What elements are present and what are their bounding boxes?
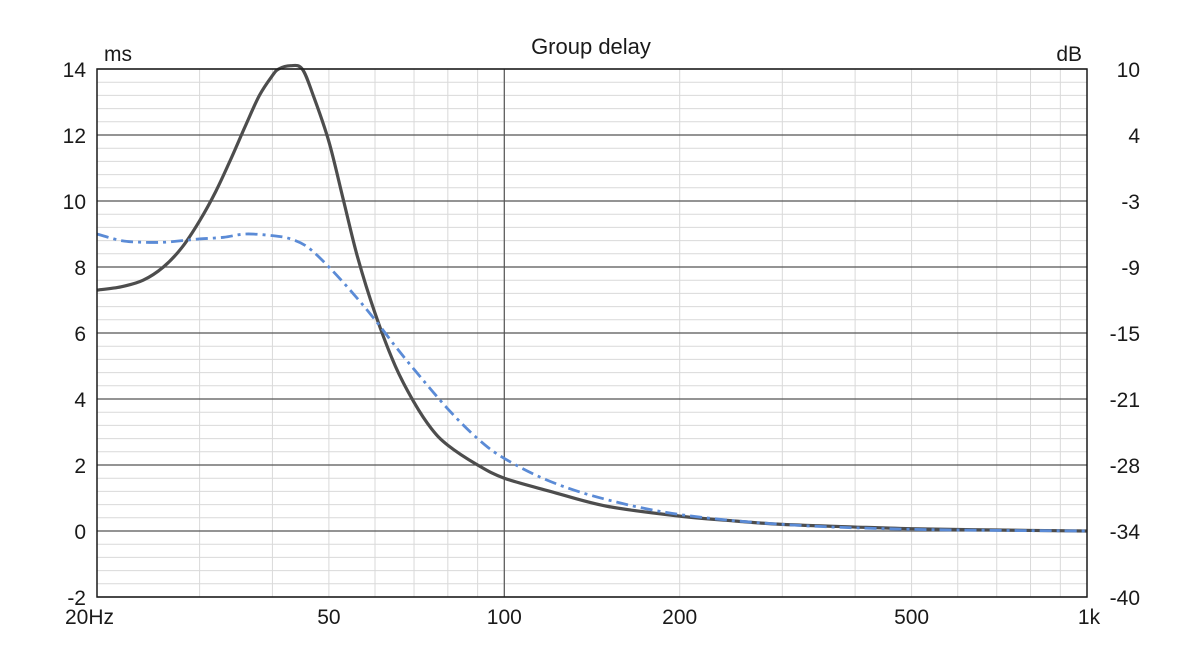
- y-tick-label-right: -3: [1121, 191, 1140, 214]
- plot-frame: [96, 68, 1088, 598]
- y-tick-label-right: 4: [1128, 125, 1140, 148]
- left-axis-unit: ms: [104, 43, 132, 66]
- x-tick-label: 200: [662, 606, 697, 629]
- y-tick-label-left: -2: [67, 587, 86, 610]
- y-tick-label-right: -34: [1110, 521, 1141, 544]
- y-tick-label-left: 10: [63, 191, 86, 214]
- right-axis-unit: dB: [1056, 43, 1082, 66]
- y-tick-label-left: 4: [74, 389, 86, 412]
- y-tick-label-left: 14: [63, 59, 87, 82]
- y-tick-label-right: -28: [1110, 455, 1140, 478]
- labels: 14 12 10 8 6 4 2 0 -2 10 4 -3 -9 -15 -21 -28 -34 -40 20Hz 5…: [63, 59, 1141, 629]
- y-tick-label-right: -21: [1110, 389, 1140, 412]
- grid: [97, 68, 1087, 598]
- x-tick-label: 20Hz: [65, 606, 114, 629]
- y-tick-label-left: 8: [74, 257, 86, 280]
- y-tick-label-left: 6: [74, 323, 86, 346]
- y-tick-label-left: 12: [63, 125, 86, 148]
- x-tick-label: 500: [894, 606, 929, 629]
- x-tick-label: 100: [487, 606, 522, 629]
- y-tick-label-right: -9: [1121, 257, 1140, 280]
- series-layer: [96, 63, 1088, 533]
- x-tick-label: 50: [317, 606, 340, 629]
- series-line-solid: [96, 63, 1088, 533]
- y-tick-label-left: 0: [74, 521, 86, 544]
- y-tick-label-right: 10: [1117, 59, 1140, 82]
- y-tick-label-right: -40: [1110, 587, 1140, 610]
- series-line-dash-dot: [96, 232, 1088, 533]
- y-tick-label-right: -15: [1110, 323, 1140, 346]
- y-tick-label-left: 2: [74, 455, 86, 478]
- chart-title: Group delay: [531, 34, 651, 59]
- x-tick-label: 1k: [1078, 606, 1101, 629]
